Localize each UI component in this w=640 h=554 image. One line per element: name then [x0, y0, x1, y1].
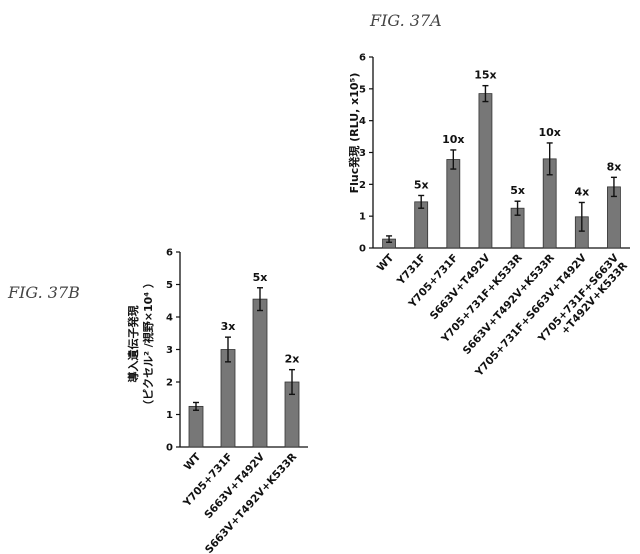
bar: [221, 350, 235, 448]
y-tick-label: 6: [166, 248, 173, 259]
fold-change-label: 4x: [574, 185, 589, 198]
figure-label-a: FIG. 37A: [369, 11, 442, 30]
bar: [447, 160, 460, 248]
y-tick-label: 3: [166, 345, 173, 356]
y-tick-label: 5: [359, 84, 366, 95]
fold-change-label: 10x: [538, 126, 560, 139]
y-tick-label: 4: [359, 116, 366, 127]
bar: [189, 406, 203, 447]
fold-change-label: 10x: [442, 133, 464, 146]
bar: [479, 94, 492, 248]
y-tick-label: 0: [166, 443, 173, 454]
fold-change-label: 5x: [414, 178, 429, 191]
fold-change-label: 15x: [474, 69, 496, 82]
fold-change-label: 8x: [607, 160, 622, 173]
fold-change-label: 5x: [253, 271, 268, 284]
chart-b-y-axis-label-line1: 導入遺伝子発現: [126, 306, 140, 383]
chart-b-y-axis-label-line2: （ピクセル² /視野×10⁴ ）: [141, 277, 155, 411]
fold-change-label: 3x: [221, 320, 236, 333]
y-tick-label: 3: [359, 148, 366, 159]
fold-change-label: 2x: [285, 353, 300, 366]
y-tick-label: 1: [166, 410, 173, 421]
figure-label-b: FIG. 37B: [7, 283, 80, 302]
category-label-line: WT: [375, 251, 397, 274]
y-tick-label: 2: [359, 180, 366, 191]
category-label: WT: [375, 251, 397, 274]
chart-b: 導入遺伝子発現 （ピクセル² /視野×10⁴ ） 0123456WT3xY705…: [126, 248, 308, 554]
fold-change-label: 5x: [510, 184, 525, 197]
y-tick-label: 4: [166, 313, 173, 324]
y-tick-label: 5: [166, 280, 173, 291]
y-tick-label: 2: [166, 378, 173, 389]
category-label-line: WT: [182, 450, 204, 473]
chart-a: Fluc発現 (RLU, x10⁵) 0123456WT5xY731F10xY7…: [347, 53, 631, 380]
y-tick-label: 6: [359, 53, 366, 64]
category-label: WT: [182, 450, 204, 473]
bar: [253, 299, 267, 447]
y-tick-label: 0: [359, 244, 366, 255]
y-tick-label: 1: [359, 212, 366, 223]
